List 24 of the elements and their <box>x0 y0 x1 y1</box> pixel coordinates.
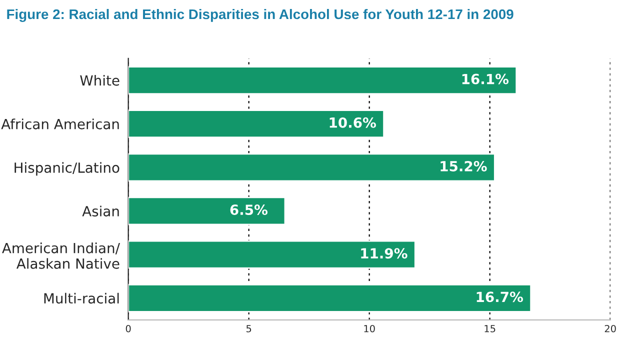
x-tick-label: 20 <box>604 324 616 332</box>
data-label: 6.5% <box>230 204 268 216</box>
data-label: 15.2% <box>440 160 487 172</box>
bar <box>128 153 496 182</box>
x-tick-label: 15 <box>484 325 496 332</box>
bar <box>128 240 416 269</box>
x-tick-label: 10 <box>364 324 375 332</box>
data-label: 16.7% <box>476 292 524 302</box>
bar <box>128 66 518 94</box>
data-label: 11.9% <box>361 248 408 259</box>
y-tick-label: White <box>80 74 120 86</box>
y-tick-label: Hispanic/Latino <box>14 162 120 176</box>
chart-title: Figure 2: Racial and Ethnic Disparities in Alcohol Use for Youth 12-17 in 2009 <box>7 8 514 22</box>
y-tick-label: African American <box>1 118 119 130</box>
y-tick-label: American Indian/ Alaskan Native <box>2 242 120 269</box>
data-label: 10.6% <box>330 117 376 128</box>
y-tick-label: Multi-racial <box>44 292 119 304</box>
bar <box>128 196 286 226</box>
x-tick-label: 0 <box>126 324 131 332</box>
bar <box>128 284 532 312</box>
y-tick-label: Asian <box>82 206 119 216</box>
x-tick-label: 5 <box>246 325 252 332</box>
data-label: 16.1% <box>462 74 509 84</box>
bar <box>128 110 384 138</box>
